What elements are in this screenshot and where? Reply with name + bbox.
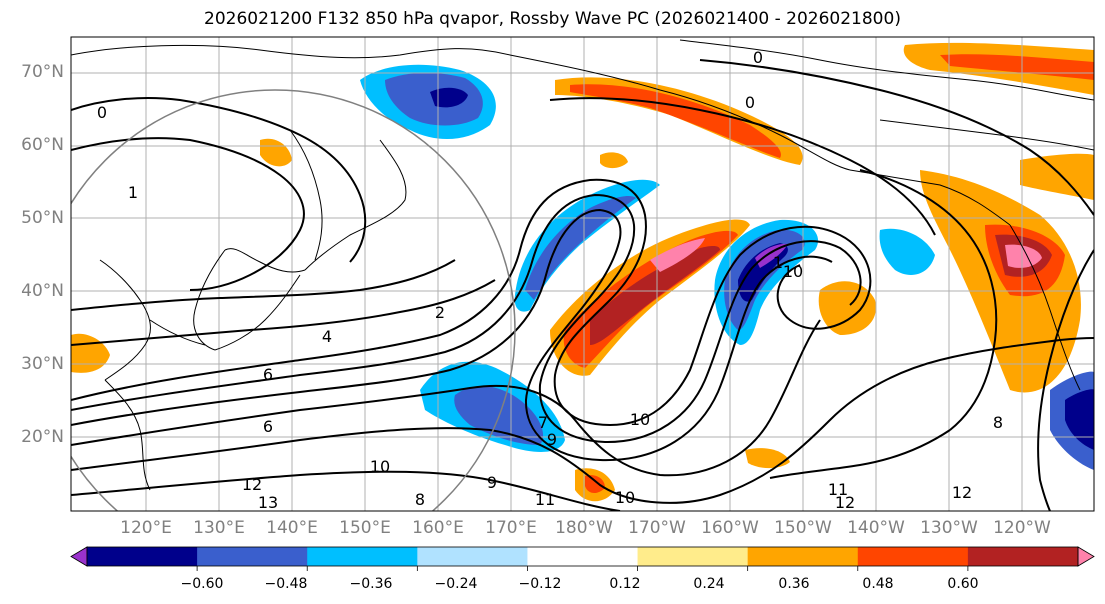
contour-label: 11 [535, 490, 555, 509]
lon-label: 170°E [485, 518, 537, 538]
colorbar-segment [527, 547, 639, 566]
graticule [71, 37, 1094, 511]
colorbar-segment [747, 547, 859, 566]
coastlines [71, 39, 1094, 491]
contour-label: 12 [242, 475, 262, 494]
contour-label: 12 [835, 493, 855, 512]
contour-label-layer: 0 0 0 1 2 4 6 6 7 9 10 10 10 11 11 12 12… [97, 48, 1003, 512]
contour-label: 1 [128, 183, 138, 202]
colorbar-segment [857, 547, 969, 566]
lat-label: 70°N [21, 62, 64, 82]
colorbar-tick-label: −0.48 [264, 576, 308, 592]
colorbar-extend-low [70, 546, 88, 567]
contour-label: 2 [435, 303, 445, 322]
height-contours [71, 59, 1094, 511]
contour-label: 10 [615, 488, 635, 507]
lon-label: 180°W [555, 518, 613, 538]
lon-label: 120°W [993, 518, 1051, 538]
colorbar-tick-label: −0.12 [518, 576, 562, 592]
contour-label: 11 [828, 480, 848, 499]
colorbar-tick-label: 0.60 [947, 576, 979, 592]
lat-label: 50°N [21, 208, 64, 228]
contour-label: 7 [538, 413, 548, 432]
contour-label: 12 [952, 483, 972, 502]
lon-label: 150°E [339, 518, 391, 538]
colorbar-frame [86, 546, 1079, 567]
lon-label: 160°W [701, 518, 759, 538]
colorbar-extend-high [1077, 546, 1095, 567]
contour-label: 10 [630, 410, 650, 429]
lon-label: 140°W [847, 518, 905, 538]
contour-label: 8 [415, 490, 425, 509]
lon-label: 120°E [120, 518, 172, 538]
colorbar-tick-label: 0.24 [693, 576, 725, 592]
colorbar-tick-label: 0.12 [609, 576, 641, 592]
colorbar-segment [87, 547, 198, 566]
contour-label: 10 [370, 457, 390, 476]
colorbar-tick-label: −0.60 [180, 576, 224, 592]
colorbar-segment [307, 547, 418, 566]
colorbar-segment [967, 547, 1079, 566]
lon-label: 140°E [266, 518, 318, 538]
lon-label: 130°E [193, 518, 245, 538]
contour-label: 6 [263, 365, 273, 384]
lon-label: 160°E [412, 518, 464, 538]
colorbar-tick-label: −0.36 [349, 576, 393, 592]
map-frame [70, 36, 1095, 512]
contour-label: 0 [753, 48, 763, 67]
lat-label: 40°N [21, 281, 64, 301]
contour-label: 9 [487, 473, 497, 492]
contour-label: 4 [322, 327, 332, 346]
lat-label: 20°N [21, 427, 64, 447]
lat-label: 60°N [21, 135, 64, 155]
contour-label: 0 [745, 93, 755, 112]
colorbar-tick-label: 0.36 [778, 576, 810, 592]
lon-label: 130°W [920, 518, 978, 538]
contour-label: 13 [258, 493, 278, 512]
contour-label: 8 [993, 413, 1003, 432]
colorbar-tick-label: −0.24 [434, 576, 478, 592]
lat-label: 30°N [21, 354, 64, 374]
lon-label: 170°W [628, 518, 686, 538]
contour-label: 1 [773, 253, 783, 272]
contour-label: 9 [547, 430, 557, 449]
colorbar-tick-label: 0.48 [862, 576, 894, 592]
reference-circle [71, 89, 516, 511]
contour-label: 0 [97, 103, 107, 122]
map-background [71, 37, 1094, 511]
contour-label: 10 [783, 262, 803, 281]
lon-label: 150°W [774, 518, 832, 538]
contour-label: 6 [263, 417, 273, 436]
colorbar-segment [637, 547, 749, 566]
map-title: 2026021200 F132 850 hPa qvapor, Rossby W… [204, 9, 901, 29]
colorbar-segment [197, 547, 308, 566]
colorbar [70, 546, 1095, 571]
colorbar-segment [417, 547, 528, 566]
